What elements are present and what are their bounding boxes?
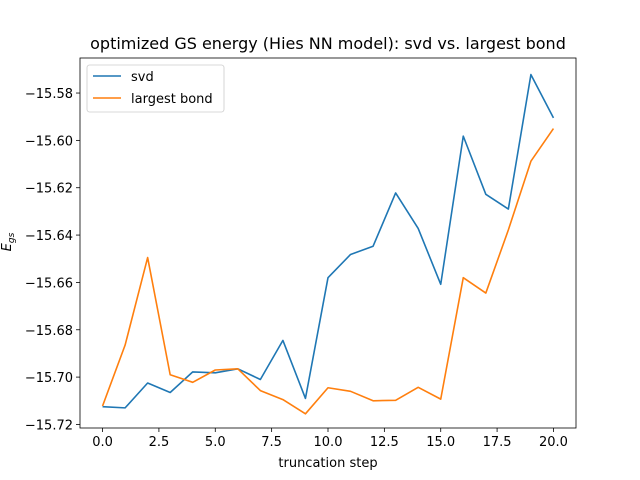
- y-tick-label: −15.62: [25, 182, 73, 197]
- x-tick-label: 5.0: [205, 435, 226, 450]
- y-tick-label: −15.72: [25, 418, 73, 433]
- x-tick-label: 10.0: [314, 435, 343, 450]
- legend: svd largest bond: [86, 64, 225, 113]
- x-axis-label: truncation step: [278, 456, 377, 471]
- x-tick-label: 12.5: [370, 435, 399, 450]
- series-line-largest-bond: [101, 128, 555, 415]
- y-tick-label: −15.64: [25, 229, 73, 244]
- chart-title: optimized GS energy (Hies NN model): svd…: [90, 34, 566, 53]
- y-tick-label: −15.58: [25, 87, 73, 102]
- y-tick-label: −15.68: [25, 324, 73, 339]
- x-tick-label: 0.0: [92, 435, 113, 450]
- legend-label-largest-bond: largest bond: [131, 92, 213, 107]
- plot-area: 0.0 2.5 5.0 7.5 10.0 12.5 15.0 17.5 20.0 −15.72 −1…: [25, 57, 577, 450]
- legend-label-svd: svd: [131, 70, 154, 85]
- y-tick-label: −15.70: [25, 371, 73, 386]
- legend-box: [86, 64, 225, 113]
- x-tick-label: 15.0: [426, 435, 455, 450]
- series-line-svd: [102, 73, 555, 409]
- x-tick-label: 17.5: [483, 435, 512, 450]
- x-tick-label: 2.5: [149, 435, 170, 450]
- x-tick-label: 20.0: [539, 435, 568, 450]
- y-tick-label: −15.66: [25, 276, 73, 291]
- y-tick-label: −15.60: [25, 134, 73, 149]
- x-tick-label: 7.5: [261, 435, 282, 450]
